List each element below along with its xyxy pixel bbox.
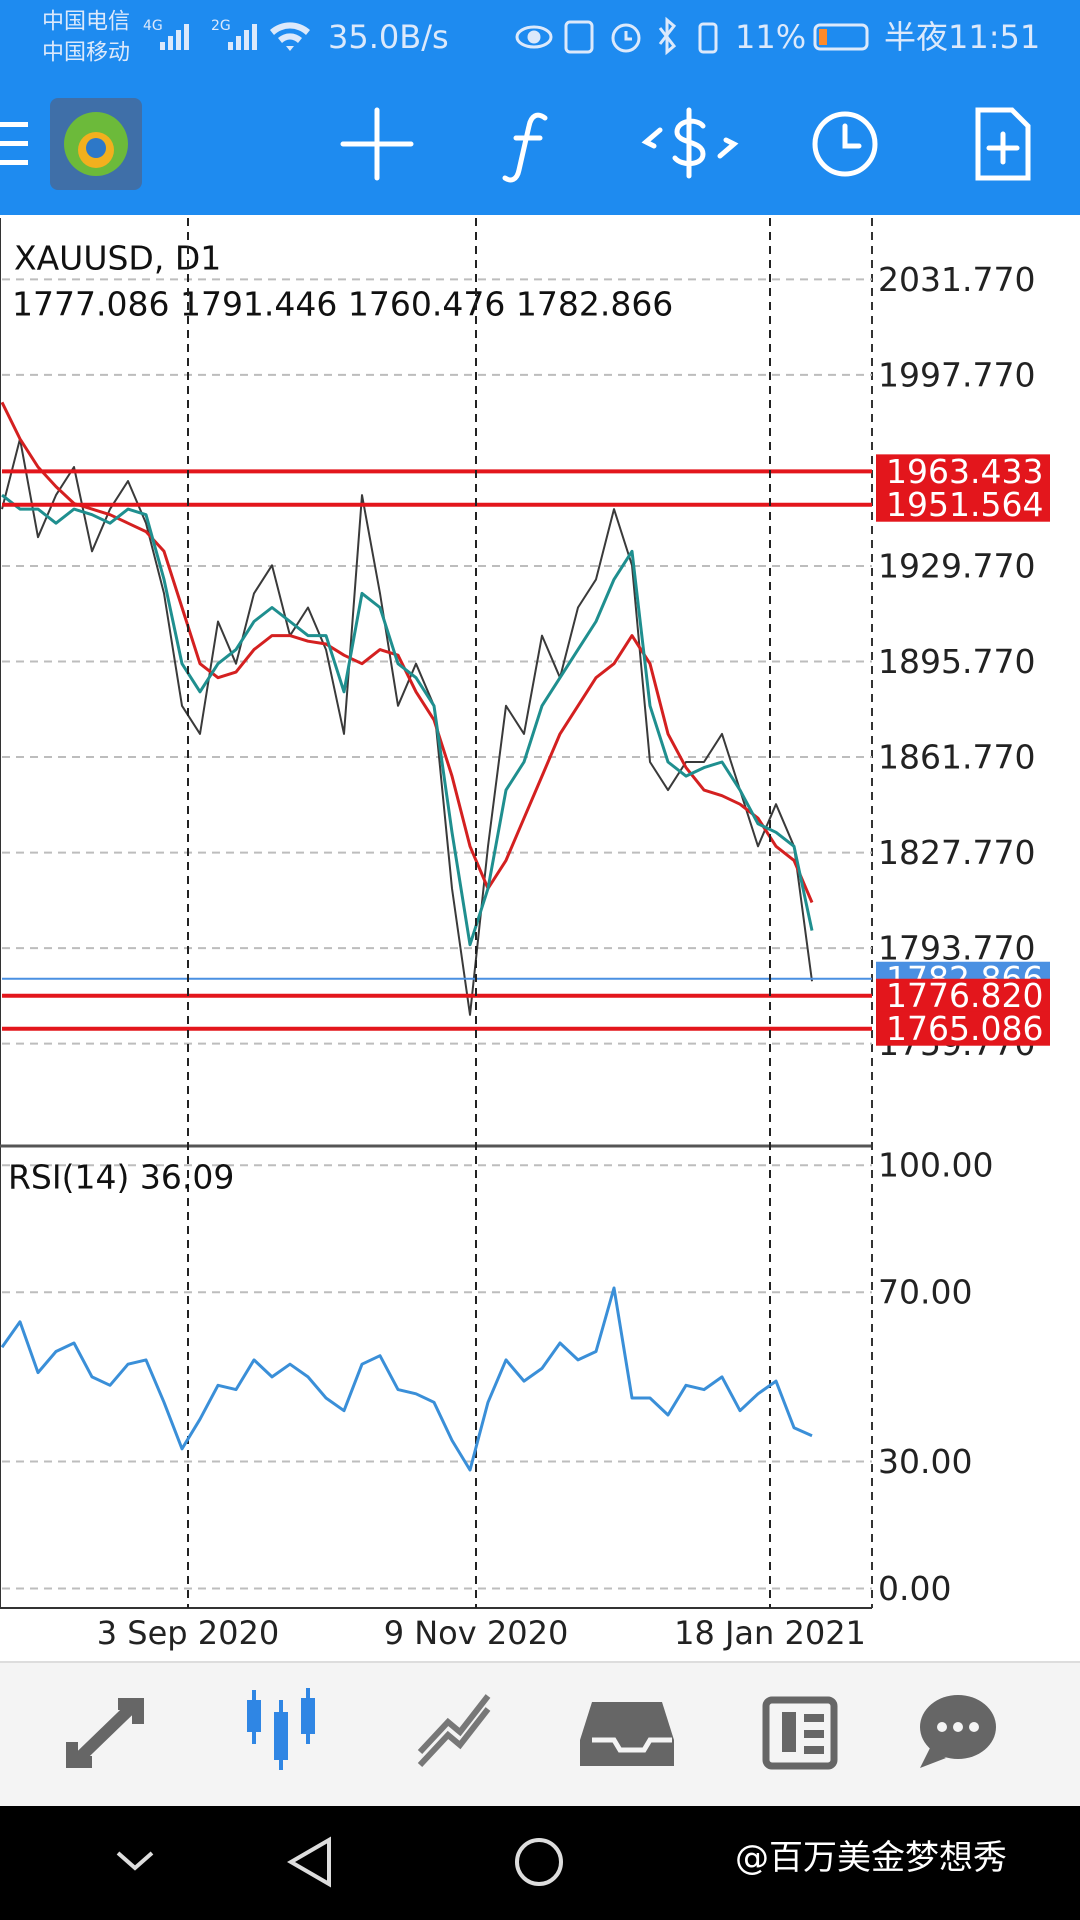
- y-tick-label: 1827.770: [878, 833, 1035, 872]
- crosshair-button[interactable]: [340, 107, 414, 181]
- clock: 半夜11:51: [884, 18, 1040, 56]
- level-label-box: [876, 1011, 1050, 1046]
- system-nav: [0, 1806, 1080, 1920]
- y-tick-label: 100.00: [878, 1146, 993, 1185]
- network: 4G: [143, 18, 163, 34]
- signal-icons: [160, 22, 310, 51]
- carrier: 中国移动: [42, 41, 130, 66]
- battery-level: 11%: [735, 18, 806, 56]
- back-button[interactable]: [287, 1836, 331, 1888]
- level-label-box: [876, 454, 1050, 489]
- y-tick-label: 1861.770: [878, 738, 1035, 777]
- chart-title: XAUUSD, D1: [14, 239, 221, 278]
- series-line: [0, 1286, 813, 1472]
- y-tick-label: 1997.770: [878, 355, 1035, 394]
- chat-tab[interactable]: [920, 1695, 996, 1768]
- watermark: @百万美金梦想秀: [735, 1838, 1007, 1878]
- net-speed: 35.0B/s: [328, 18, 449, 56]
- status-icons: [515, 16, 869, 56]
- history-button[interactable]: [812, 111, 878, 177]
- series-line: [1, 437, 813, 1016]
- y-tick-label: 1929.770: [878, 546, 1035, 585]
- new-order-button[interactable]: [975, 107, 1031, 181]
- y-tick-label: 2031.770: [878, 260, 1035, 299]
- chart-title: RSI(14) 36.09: [8, 1158, 234, 1197]
- app-icon[interactable]: [50, 98, 142, 190]
- carrier: 中国电信: [42, 10, 130, 35]
- network: 2G: [211, 18, 231, 34]
- news-tab[interactable]: [762, 1696, 838, 1770]
- hide-button[interactable]: [116, 1851, 154, 1871]
- level-label: 1963.433: [886, 452, 1043, 491]
- y-tick-label: 70.00: [878, 1273, 972, 1312]
- x-tick-label: 3 Sep 2020: [97, 1614, 279, 1652]
- x-tick-label: 18 Jan 2021: [674, 1614, 866, 1652]
- indicators-button[interactable]: [502, 112, 548, 183]
- level-label-box: [876, 978, 1050, 1013]
- y-tick-label: 0.00: [878, 1569, 951, 1608]
- level-label: 1776.820: [886, 976, 1043, 1015]
- series-line: [1, 493, 814, 947]
- level-label-box: [876, 487, 1050, 522]
- trade-tab[interactable]: [417, 1694, 491, 1768]
- chart-subtitle: 1777.086 1791.446 1760.476 1782.866: [12, 285, 673, 324]
- y-tick-label: 30.00: [878, 1442, 972, 1481]
- history-tab[interactable]: [580, 1702, 674, 1766]
- home-button[interactable]: [515, 1838, 563, 1886]
- level-label: 1951.564: [886, 485, 1043, 524]
- quotes-tab[interactable]: [66, 1698, 144, 1768]
- chart-tab[interactable]: [247, 1688, 315, 1770]
- level-label: 1765.086: [886, 1009, 1043, 1048]
- y-tick-label: 1895.770: [878, 642, 1035, 681]
- y-tick-label: 1793.770: [878, 929, 1035, 968]
- menu-button[interactable]: [0, 122, 28, 165]
- x-tick-label: 9 Nov 2020: [384, 1614, 569, 1652]
- bottom-nav: [0, 1662, 1080, 1806]
- series-line: [0, 401, 814, 904]
- trade-button[interactable]: [641, 107, 739, 179]
